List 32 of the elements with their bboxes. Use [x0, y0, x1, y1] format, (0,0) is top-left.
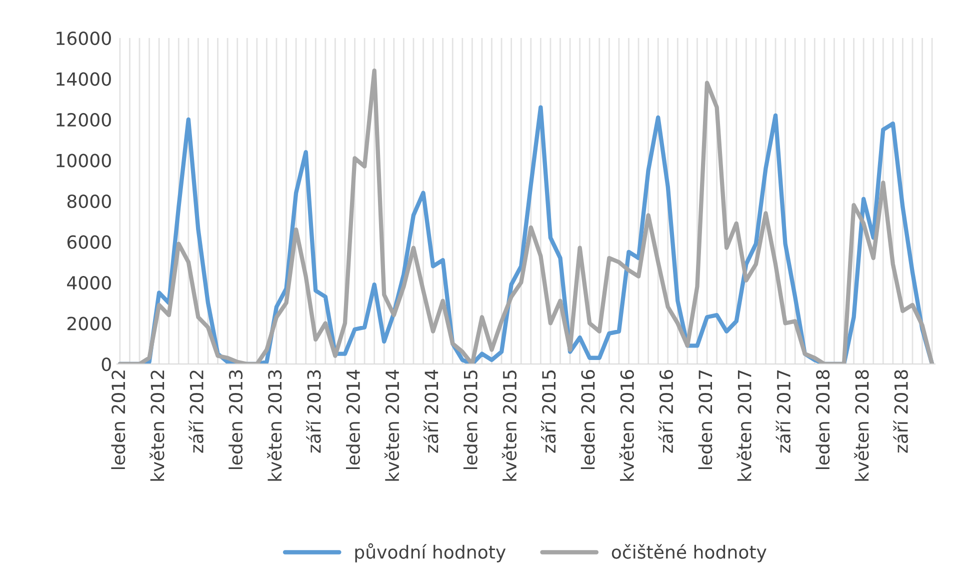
y-tick-label: 14000: [56, 72, 111, 86]
x-tick-label: leden 2012: [111, 370, 126, 469]
x-tick-label: září 2015: [541, 370, 556, 453]
x-tick-label: květen 2015: [502, 370, 517, 481]
x-tick-label: květen 2016: [619, 370, 634, 481]
x-tick-label: září 2016: [658, 370, 674, 453]
y-tick-label: 4000: [67, 276, 111, 290]
x-tick-label: leden 2015: [463, 370, 478, 469]
x-tick-label: leden 2013: [228, 370, 243, 469]
y-tick-label: 0: [102, 357, 111, 372]
x-tick-label: květen 2017: [736, 370, 752, 481]
x-tick-label: leden 2018: [816, 370, 830, 469]
x-tick-label: květen 2014: [384, 370, 400, 481]
y-tick-label: 16000: [56, 31, 111, 46]
legend-label: původní hodnoty: [355, 543, 506, 562]
legend-label: očištěné hodnoty: [612, 544, 766, 562]
x-tick-label: září 2014: [424, 370, 438, 453]
y-tick-label: 6000: [67, 235, 111, 249]
x-tick-label: leden 2017: [698, 370, 712, 469]
x-tick-label: květen 2018: [854, 370, 869, 481]
y-tick-label: 2000: [68, 316, 111, 330]
x-tick-label: září 2017: [776, 370, 791, 453]
y-tick-label: 8000: [67, 194, 111, 208]
x-tick-label: květen 2013: [267, 370, 282, 481]
x-tick-label: září 2018: [893, 370, 908, 453]
x-tick-label: květen 2012: [150, 370, 164, 481]
x-tick-label: leden 2014: [346, 370, 360, 469]
y-tick-label: 12000: [56, 112, 111, 127]
x-tick-label: leden 2016: [580, 370, 595, 469]
y-tick-label: 10000: [56, 154, 111, 168]
x-tick-label: září 2013: [306, 370, 321, 453]
x-tick-label: září 2012: [188, 370, 204, 453]
